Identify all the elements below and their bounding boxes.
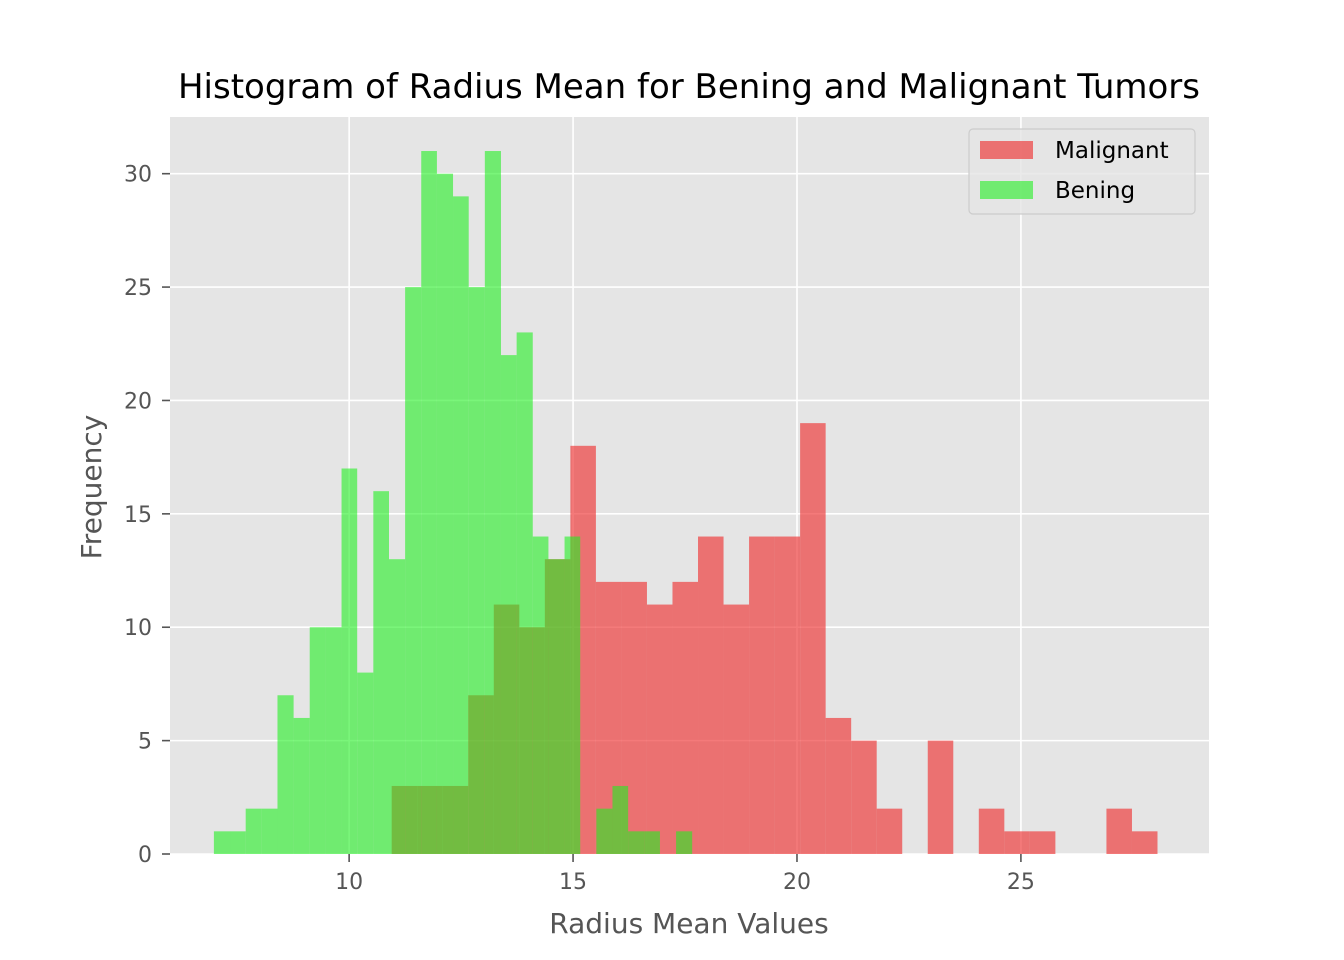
histogram-bar — [421, 151, 437, 854]
histogram-bar — [698, 536, 724, 854]
histogram-bar — [774, 536, 801, 854]
histogram-bar — [277, 695, 294, 854]
axis-ticks: 10 15 20 25 0 5 10 15 20 25 30 — [124, 163, 1035, 895]
histogram-bar — [245, 808, 262, 854]
histogram-bar — [532, 536, 549, 854]
legend-label-bening: Bening — [1055, 178, 1135, 204]
histogram-bar — [373, 491, 389, 854]
histogram-bar — [516, 332, 533, 854]
y-tick-label: 25 — [124, 276, 152, 301]
histogram-bar — [1004, 831, 1030, 854]
histogram-bar — [500, 355, 517, 854]
histogram-bar — [1131, 831, 1158, 854]
histogram-bar — [388, 559, 406, 854]
histogram-bar — [468, 287, 485, 855]
y-tick-label: 15 — [124, 503, 152, 528]
y-tick-label: 30 — [124, 163, 152, 188]
histogram-bar — [436, 173, 454, 854]
histogram-bar — [484, 151, 501, 854]
histogram-bar — [723, 604, 750, 854]
histogram-bar — [749, 536, 775, 854]
histogram-bar — [548, 559, 565, 854]
y-axis-label: Frequency — [75, 415, 108, 560]
y-tick-label: 0 — [138, 843, 152, 868]
y-tick-label: 20 — [124, 389, 152, 414]
histogram-bar — [325, 627, 342, 854]
histogram-bar — [676, 831, 693, 854]
histogram-bar — [341, 468, 358, 854]
histogram-bar — [596, 808, 613, 854]
legend-swatch-bening — [980, 181, 1033, 199]
histogram-bar — [293, 717, 310, 854]
histogram-bar — [876, 808, 903, 854]
histogram-bar — [800, 423, 826, 854]
histogram-bar — [672, 581, 699, 854]
histogram-bar — [978, 808, 1005, 854]
legend-swatch-malignant — [980, 141, 1033, 159]
legend: Malignant Bening — [968, 128, 1196, 215]
histogram-bar — [453, 196, 469, 854]
histogram-bar — [564, 536, 581, 854]
histogram-bar — [309, 627, 326, 854]
chart-title: Histogram of Radius Mean for Bening and … — [178, 67, 1200, 107]
y-tick-label: 5 — [138, 730, 152, 755]
histogram-bar — [405, 287, 422, 855]
histogram-bar — [646, 604, 673, 854]
histogram-bar — [1029, 831, 1056, 854]
y-tick-label: 10 — [124, 616, 152, 641]
histogram-bars — [213, 151, 1158, 855]
histogram-bar — [644, 831, 660, 854]
x-tick-label: 10 — [335, 870, 363, 895]
histogram-bar — [261, 808, 278, 854]
histogram-bar — [628, 831, 645, 854]
histogram-bar — [357, 672, 374, 854]
legend-label-malignant: Malignant — [1055, 138, 1169, 164]
x-tick-label: 25 — [1007, 870, 1035, 895]
x-tick-label: 15 — [559, 870, 587, 895]
histogram-bar — [825, 717, 852, 854]
histogram-bar — [612, 785, 629, 854]
x-axis-label: Radius Mean Values — [549, 907, 828, 940]
histogram-bar — [213, 831, 231, 854]
histogram-bar — [851, 740, 877, 854]
histogram-bar — [927, 740, 954, 854]
x-tick-label: 20 — [783, 870, 811, 895]
series-bening — [213, 151, 693, 855]
histogram-bar — [230, 831, 246, 854]
histogram-bar — [1106, 808, 1132, 854]
